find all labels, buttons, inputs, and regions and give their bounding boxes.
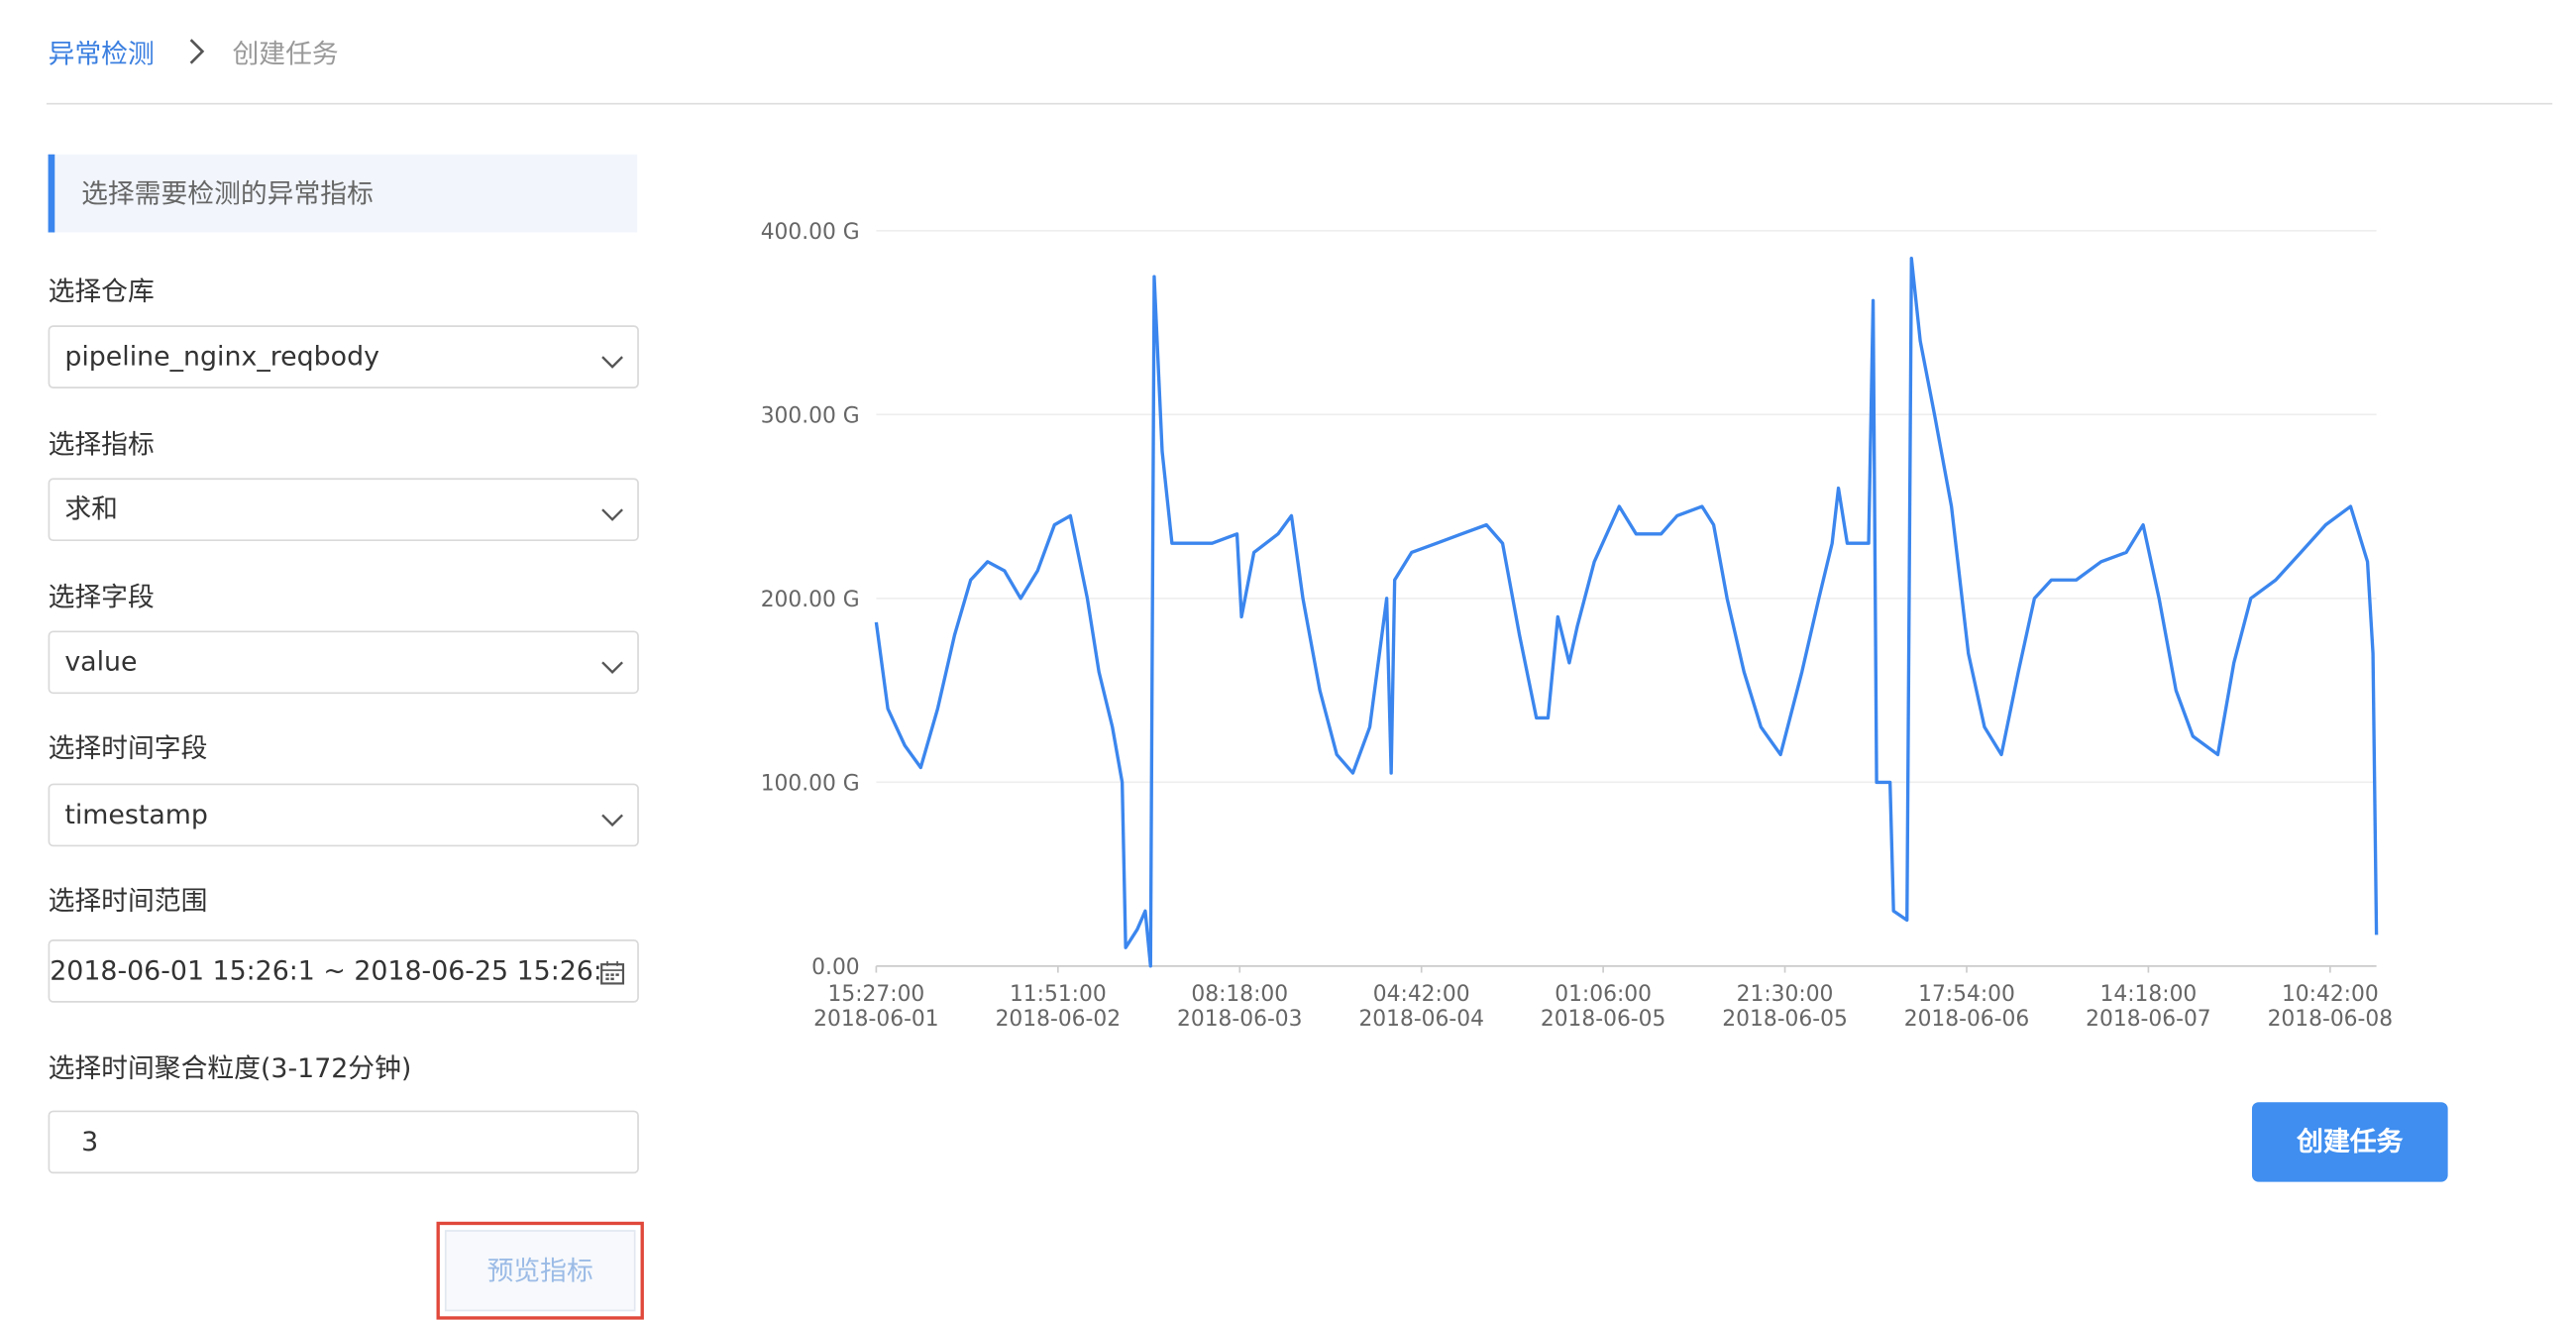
calendar-icon <box>598 959 626 986</box>
chevron-down <box>598 653 626 681</box>
x-tick-date: 2018-06-06 <box>1904 1007 2030 1032</box>
field-label: 选择指标 <box>48 428 155 460</box>
field-label: 选择字段 <box>48 581 155 613</box>
breadcrumb-separator <box>189 39 205 64</box>
y-tick-label: 0.00 <box>811 955 859 980</box>
select[interactable]: pipeline_nginx_reqbody <box>48 325 639 388</box>
x-tick-label: 11:51:00 <box>1010 982 1107 1007</box>
y-tick-label: 300.00 G <box>761 404 860 429</box>
chevron-down <box>598 807 626 833</box>
field-label: 选择时间范围 <box>48 884 208 917</box>
field-value: 求和 <box>64 493 118 525</box>
field-label: 选择时间字段 <box>48 731 208 764</box>
field-label: 选择仓库 <box>48 275 155 307</box>
x-tick-label: 21:30:00 <box>1737 982 1834 1007</box>
data-line <box>874 256 2379 968</box>
x-tick-label: 14:18:00 <box>2100 982 2198 1007</box>
y-tick-label: 200.00 G <box>761 588 860 612</box>
field-value: timestamp <box>64 798 208 830</box>
date-range-picker[interactable]: 2018-06-01 15:26:1 ~ 2018-06-25 15:26:1 <box>48 939 639 1003</box>
text-input[interactable]: 3 <box>48 1110 639 1174</box>
y-tick-label: 100.00 G <box>761 772 860 797</box>
select[interactable]: value <box>48 630 639 695</box>
x-tick-date: 2018-06-03 <box>1177 1007 1303 1032</box>
x-tick-label: 08:18:00 <box>1191 982 1288 1007</box>
field-value: pipeline_nginx_reqbody <box>64 340 379 373</box>
chevron-down <box>598 500 626 528</box>
select[interactable]: 求和 <box>48 478 639 542</box>
field-value: 2018-06-01 15:26:1 ~ 2018-06-25 15:26:1 <box>50 954 619 986</box>
x-tick-label: 17:54:00 <box>1918 982 2015 1007</box>
x-tick-date: 2018-06-05 <box>1722 1007 1848 1032</box>
field-value: value <box>64 645 138 678</box>
breadcrumb-current: 创建任务 <box>232 38 339 70</box>
create-button[interactable]: 创建任务 <box>2251 1102 2448 1182</box>
field-value: 3 <box>81 1125 99 1157</box>
breadcrumb-link[interactable]: 异常检测 <box>48 38 155 70</box>
x-tick-label: 01:06:00 <box>1555 982 1652 1007</box>
x-tick-date: 2018-06-07 <box>2086 1007 2211 1032</box>
x-tick-date: 2018-06-04 <box>1358 1007 1484 1032</box>
select[interactable]: timestamp <box>48 783 639 847</box>
x-tick-date: 2018-06-08 <box>2268 1007 2393 1032</box>
field-label: 选择时间聚合粒度(3-172分钟) <box>48 1051 412 1084</box>
x-tick-label: 10:42:00 <box>2282 982 2379 1007</box>
x-tick-date: 2018-06-02 <box>996 1007 1122 1032</box>
chart: 0.00 100.00 G 200.00 G 300.00 G 400.00 G 15:2… <box>761 220 2393 1032</box>
preview-button[interactable]: 预览指标 <box>444 1230 636 1312</box>
chevron-down <box>598 348 626 376</box>
y-tick-label: 400.00 G <box>761 220 860 245</box>
x-tick-date: 2018-06-01 <box>813 1007 939 1032</box>
section-title: 选择需要检测的异常指标 <box>48 154 638 233</box>
x-tick-date: 2018-06-05 <box>1541 1007 1666 1032</box>
x-tick-label: 15:27:00 <box>828 982 925 1007</box>
divider <box>46 102 2553 105</box>
x-tick-label: 04:42:00 <box>1373 982 1470 1007</box>
